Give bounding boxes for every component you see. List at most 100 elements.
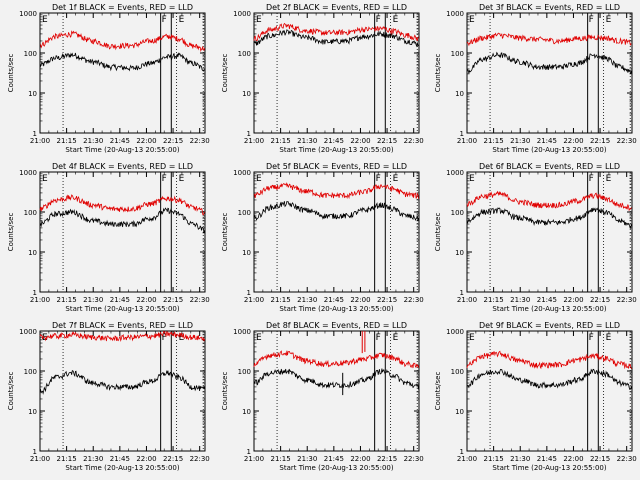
x-axis-label: Start Time (20-Aug-13 20:55:00) xyxy=(65,464,179,472)
marker-label-e: E xyxy=(179,333,185,343)
panel-det-2: Det 2f BLACK = Events, RED = LLD 1 10 100 10… xyxy=(221,3,424,154)
y-tick-label: 10 xyxy=(242,249,251,257)
y-tick-label: 10 xyxy=(242,90,251,98)
panel-title: Det 7f BLACK = Events, RED = LLD xyxy=(52,321,193,330)
plot-frame xyxy=(466,12,633,134)
x-tick-label: 21:45 xyxy=(537,296,557,304)
y-tick-label: 10 xyxy=(242,408,251,416)
marker-label-e: E xyxy=(469,174,475,184)
panel-det-4: Det 4f BLACK = Events, RED = LLD 1 10 100 10… xyxy=(7,162,210,313)
panel-det-1: Det 1f BLACK = Events, RED = LLD 1 10 100 10… xyxy=(7,3,210,154)
panel-title: Det 1f BLACK = Events, RED = LLD xyxy=(52,3,193,12)
marker-label-e: E xyxy=(42,15,48,25)
x-tick-label: 22:00 xyxy=(350,296,370,304)
x-tick-label: 22:00 xyxy=(136,296,156,304)
plot-frame xyxy=(466,171,633,293)
marker-label-e: E xyxy=(256,174,262,184)
y-tick-label: 1000 xyxy=(19,10,37,18)
marker-label-e: E xyxy=(179,174,185,184)
x-tick-label: 21:00 xyxy=(457,455,477,463)
marker-label-f: F xyxy=(162,174,167,184)
panel-det-6: Det 6f BLACK = Events, RED = LLD 1 10 100 10… xyxy=(434,162,637,313)
x-tick-label: 22:15 xyxy=(590,455,610,463)
y-tick-label: 1 xyxy=(460,130,464,138)
x-tick-label: 21:00 xyxy=(244,455,264,463)
x-tick-label: 22:30 xyxy=(404,137,424,145)
x-tick-label: 21:15 xyxy=(57,455,77,463)
x-tick-label: 21:15 xyxy=(484,296,504,304)
y-axis-label: Counts/sec xyxy=(221,54,229,93)
panel-det-9: Det 9f BLACK = Events, RED = LLD 1 10 100 10… xyxy=(434,321,637,472)
series-lld xyxy=(39,330,205,343)
x-tick-label: 21:45 xyxy=(537,137,557,145)
marker-label-e: E xyxy=(606,174,612,184)
plot-frame xyxy=(39,12,206,134)
x-tick-label: 21:30 xyxy=(297,455,317,463)
marker-label-f: F xyxy=(589,333,594,343)
y-tick-label: 1 xyxy=(460,448,464,456)
series-events xyxy=(466,51,632,74)
x-axis-label: Start Time (20-Aug-13 20:55:00) xyxy=(65,146,179,154)
x-tick-label: 22:00 xyxy=(563,455,583,463)
y-tick-label: 10 xyxy=(455,90,464,98)
y-tick-label: 1 xyxy=(247,448,251,456)
y-axis-label: Counts/sec xyxy=(434,54,442,93)
series-events xyxy=(39,52,205,72)
y-tick-label: 100 xyxy=(451,209,464,217)
marker-label-e: E xyxy=(606,333,612,343)
x-tick-label: 22:30 xyxy=(617,137,637,145)
y-tick-label: 10 xyxy=(455,408,464,416)
marker-label-e: E xyxy=(469,333,475,343)
series-events xyxy=(466,207,632,230)
series-events xyxy=(39,370,205,395)
x-tick-label: 21:30 xyxy=(83,137,103,145)
marker-label-f: F xyxy=(162,333,167,343)
marker-label-e: E xyxy=(469,15,475,25)
x-tick-label: 22:30 xyxy=(404,296,424,304)
y-tick-label: 100 xyxy=(238,50,251,58)
x-tick-label: 21:30 xyxy=(510,296,530,304)
x-tick-label: 21:30 xyxy=(510,455,530,463)
x-tick-label: 22:30 xyxy=(190,455,210,463)
marker-label-e: E xyxy=(393,15,399,25)
x-tick-label: 22:15 xyxy=(590,296,610,304)
x-tick-label: 21:00 xyxy=(244,296,264,304)
y-tick-label: 100 xyxy=(238,368,251,376)
x-tick-label: 22:00 xyxy=(136,455,156,463)
y-tick-label: 1000 xyxy=(233,328,251,336)
x-tick-label: 21:15 xyxy=(271,296,291,304)
x-axis-label: Start Time (20-Aug-13 20:55:00) xyxy=(492,464,606,472)
x-axis-label: Start Time (20-Aug-13 20:55:00) xyxy=(279,305,393,313)
x-tick-label: 22:30 xyxy=(617,455,637,463)
marker-label-e: E xyxy=(179,15,185,25)
series-lld xyxy=(253,22,419,41)
y-tick-label: 10 xyxy=(28,90,37,98)
series-events xyxy=(253,29,419,48)
x-tick-label: 22:15 xyxy=(163,296,183,304)
plot-frame xyxy=(39,171,206,293)
marker-label-f: F xyxy=(376,333,381,343)
series-events xyxy=(39,207,205,234)
marker-label-e: E xyxy=(256,15,262,25)
y-tick-label: 1 xyxy=(33,448,37,456)
series-events xyxy=(466,368,632,390)
x-tick-label: 22:00 xyxy=(350,137,370,145)
x-tick-label: 22:00 xyxy=(350,455,370,463)
marker-label-f: F xyxy=(162,15,167,25)
marker-label-e: E xyxy=(393,333,399,343)
y-tick-label: 1000 xyxy=(233,169,251,177)
y-axis-label: Counts/sec xyxy=(7,213,15,252)
plot-frame xyxy=(253,12,420,134)
series-lld xyxy=(39,30,205,53)
y-tick-label: 1000 xyxy=(446,169,464,177)
panel-title: Det 2f BLACK = Events, RED = LLD xyxy=(266,3,407,12)
x-tick-label: 21:15 xyxy=(57,296,77,304)
x-tick-label: 21:15 xyxy=(271,455,291,463)
marker-label-f: F xyxy=(376,15,381,25)
x-tick-label: 21:15 xyxy=(484,455,504,463)
y-axis-label: Counts/sec xyxy=(434,213,442,252)
x-tick-label: 22:15 xyxy=(377,455,397,463)
panel-title: Det 3f BLACK = Events, RED = LLD xyxy=(479,3,620,12)
y-tick-label: 1000 xyxy=(233,10,251,18)
